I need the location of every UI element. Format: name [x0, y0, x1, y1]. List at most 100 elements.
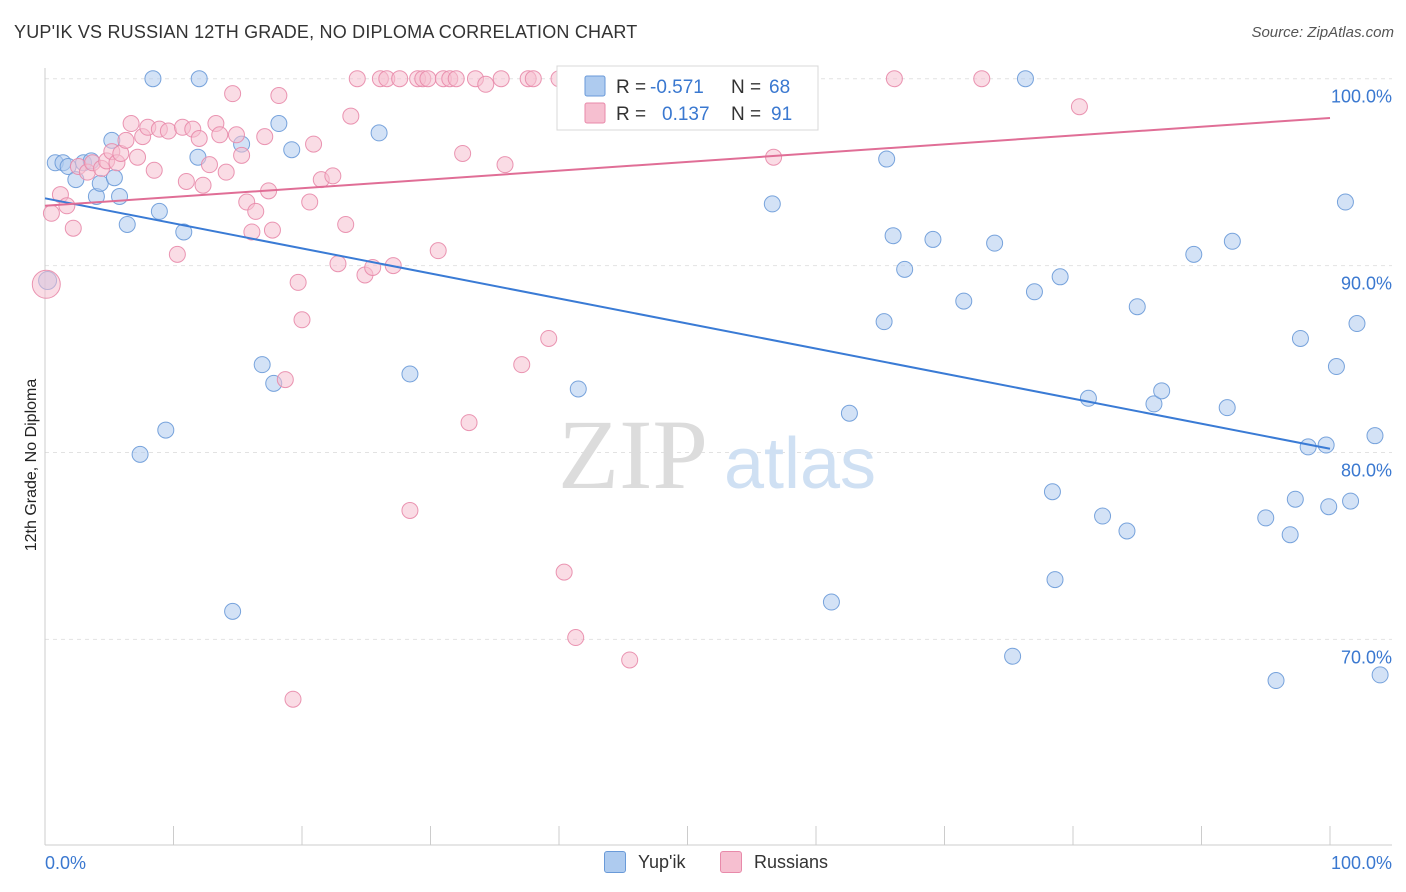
data-point-russians — [524, 70, 542, 88]
data-point-russians — [337, 215, 355, 233]
data-point-yupik — [840, 404, 858, 422]
data-point-yupik — [884, 227, 902, 245]
data-point-yupik — [1218, 399, 1236, 417]
legend-swatch-yupik-bottom — [604, 851, 626, 873]
data-point-yupik — [1128, 298, 1146, 316]
data-point-russians — [168, 245, 186, 263]
data-point-russians — [276, 371, 294, 389]
legend-r-value-yupik: -0.571 — [650, 77, 704, 98]
data-point-russians — [58, 197, 76, 215]
y-tick-label: 90.0% — [1341, 274, 1392, 294]
data-point-russians — [270, 87, 288, 105]
tick-labels: 70.0% 80.0% 90.0% 100.0% 0.0% 100.0% — [45, 87, 1392, 873]
data-point-russians — [233, 146, 251, 164]
data-point-yupik — [1118, 522, 1136, 540]
data-point-russians — [555, 563, 573, 581]
data-point-yupik — [270, 115, 288, 133]
data-point-russians — [447, 70, 465, 88]
data-point-russians — [621, 651, 639, 669]
data-point-yupik — [1299, 438, 1317, 456]
legend-label-yupik: Yup'ik — [638, 851, 686, 872]
data-point-yupik — [1025, 283, 1043, 301]
data-point-yupik — [91, 174, 109, 192]
legend-item-russians: Russians — [720, 851, 828, 873]
data-point-russians — [477, 75, 495, 93]
data-point-russians — [256, 128, 274, 146]
data-point-russians — [190, 130, 208, 147]
data-point-yupik — [875, 313, 893, 331]
data-point-yupik — [1342, 492, 1360, 510]
stats-legend: R = -0.571 N = 68 R = 0.137 N = 91 — [556, 65, 819, 131]
data-point-yupik — [1317, 436, 1335, 454]
data-point-russians — [513, 356, 531, 374]
source-label: Source: ZipAtlas.com — [1251, 24, 1394, 41]
trend-line-russians — [44, 116, 1331, 207]
data-point-russians — [117, 131, 135, 149]
data-point-russians — [401, 501, 419, 519]
data-point-russians — [540, 329, 558, 347]
data-point-yupik — [1051, 268, 1069, 286]
legend-n-value-russians: 91 — [771, 104, 792, 125]
data-point-russians — [492, 70, 510, 88]
data-point-russians — [217, 163, 235, 181]
data-point-yupik — [1094, 507, 1112, 525]
data-point-russians — [263, 221, 281, 239]
data-point-yupik — [1004, 647, 1022, 665]
data-point-russians — [429, 242, 447, 260]
data-point-yupik — [144, 70, 162, 88]
data-point-yupik — [175, 223, 193, 241]
data-point-russians — [301, 193, 319, 211]
data-point-russians — [177, 172, 195, 190]
data-point-yupik — [131, 445, 149, 463]
legend-item-yupik: Yup'ik — [604, 851, 685, 873]
data-point-russians — [391, 70, 409, 88]
legend-n-value-yupik: 68 — [769, 77, 790, 98]
legend-r-label-yupik: R = — [616, 77, 646, 98]
data-point-russians — [419, 70, 437, 88]
data-point-russians — [305, 135, 323, 153]
data-point-yupik — [1046, 571, 1064, 589]
x-tick-label: 0.0% — [45, 853, 86, 873]
data-point-russians — [211, 126, 229, 144]
legend-swatch-russians — [584, 102, 606, 124]
data-point-russians — [460, 414, 478, 432]
data-point-russians — [1070, 98, 1088, 116]
data-point-russians — [247, 202, 265, 220]
data-point-yupik — [1016, 70, 1034, 88]
data-point-yupik — [1320, 498, 1338, 516]
data-point-russians — [159, 122, 177, 140]
data-point-yupik — [1371, 666, 1389, 684]
legend-n-label-russians: N = — [731, 104, 761, 125]
data-point-russians — [64, 219, 82, 237]
data-point-yupik — [1327, 358, 1345, 376]
data-point-yupik — [1145, 395, 1163, 413]
chart-title: YUP'IK VS RUSSIAN 12TH GRADE, NO DIPLOMA… — [14, 22, 638, 42]
trend-lines — [44, 116, 1331, 450]
trend-line-yupik — [44, 197, 1331, 450]
x-tick-label: 100.0% — [1331, 853, 1392, 873]
data-point-russians — [293, 311, 311, 329]
data-point-yupik — [401, 365, 419, 383]
data-point-russians — [224, 85, 242, 103]
gridlines — [45, 78, 1392, 640]
legend-swatch-russians-bottom — [720, 851, 742, 873]
data-point-yupik — [1366, 427, 1384, 445]
data-point-yupik — [896, 260, 914, 278]
data-point-russians — [145, 161, 163, 179]
data-point-yupik — [370, 124, 388, 142]
data-point-yupik — [955, 292, 973, 310]
data-point-yupik — [924, 230, 942, 248]
data-point-russians — [885, 70, 903, 88]
legend-label-russians: Russians — [754, 851, 829, 872]
data-point-russians — [243, 223, 261, 241]
data-point-russians — [496, 156, 514, 174]
data-point-yupik — [1281, 526, 1299, 544]
data-point-russians — [129, 148, 147, 166]
data-point-yupik — [1291, 329, 1309, 347]
data-point-yupik — [1286, 490, 1304, 508]
data-point-russians — [348, 70, 366, 88]
legend-n-label-yupik: N = — [731, 77, 761, 98]
data-point-yupik — [1153, 382, 1171, 400]
axes — [44, 68, 1392, 846]
